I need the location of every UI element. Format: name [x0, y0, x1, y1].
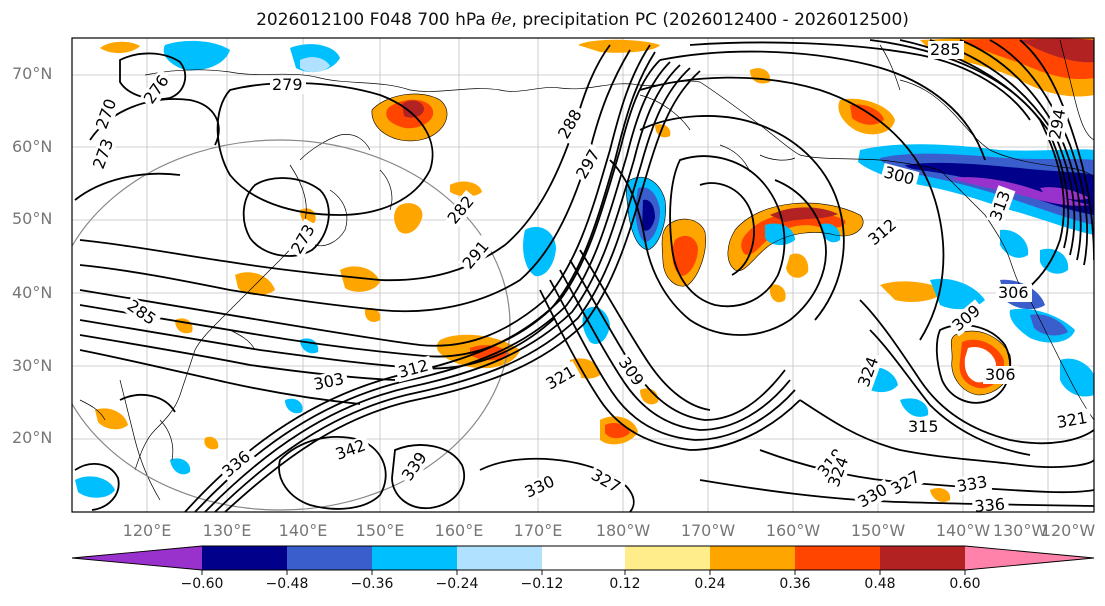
- colorbar-tick-label: 0.12: [609, 576, 641, 592]
- colorbar-tick-label: 0.24: [694, 576, 726, 592]
- map-background: [72, 38, 1094, 512]
- colorbar-tick-label: −0.60: [180, 576, 224, 592]
- colorbar-tick-label: 0.36: [779, 576, 811, 592]
- lat-label: 70°N: [12, 64, 53, 83]
- contour-label: 336: [974, 494, 1006, 516]
- lon-label: 170°E: [513, 521, 563, 540]
- contour-label: 306: [998, 283, 1029, 302]
- contour-label: 285: [930, 40, 961, 59]
- title-suffix: , precipitation PC (2026012400 - 2026012…: [511, 10, 909, 30]
- colorbar-tick-label: −0.24: [435, 576, 479, 592]
- colorbar-segment: [542, 546, 625, 570]
- colorbar-segment: [202, 546, 287, 570]
- colorbar-segment: [880, 546, 965, 570]
- colorbar-tick-label: −0.36: [350, 576, 394, 592]
- contour-label: 306: [985, 365, 1016, 384]
- lon-label: 170°W: [680, 521, 736, 540]
- shading-outlines: [371, 93, 1012, 396]
- title-prefix: 2026012100 F048 700 hPa: [256, 10, 492, 30]
- lon-label: 140°E: [278, 521, 328, 540]
- lat-label: 50°N: [12, 209, 53, 228]
- colorbar-tick-label: 0.60: [949, 576, 981, 592]
- lon-label: 160°E: [434, 521, 484, 540]
- lat-label: 30°N: [12, 356, 53, 375]
- lon-label: 120°W: [1040, 521, 1096, 540]
- lon-label: 140°W: [935, 521, 991, 540]
- contour-label: 279: [272, 75, 303, 94]
- colorbar-segment: [710, 546, 795, 570]
- colorbar-tick-label: −0.48: [265, 576, 309, 592]
- lat-label: 40°N: [12, 283, 53, 302]
- lon-label: 150°W: [850, 521, 906, 540]
- lon-label: 160°W: [765, 521, 821, 540]
- lon-label: 180°W: [595, 521, 651, 540]
- precip-negative-shading: [75, 40, 1094, 498]
- colorbar-tick-label: −0.12: [520, 576, 564, 592]
- colorbar-under-extend: [72, 546, 202, 570]
- lon-label: 150°E: [355, 521, 405, 540]
- title-symbol: θe: [491, 10, 512, 30]
- colorbar-segment: [795, 546, 880, 570]
- lon-label: 130°E: [202, 521, 252, 540]
- colorbar-segment: [457, 546, 542, 570]
- colorbar-segment: [287, 546, 372, 570]
- map-title: 2026012100 F048 700 hPa θe, precipitatio…: [0, 10, 1105, 30]
- lat-label: 20°N: [12, 428, 53, 447]
- lon-label: 130°W: [992, 521, 1048, 540]
- colorbar-over-extend: [965, 546, 1094, 570]
- map-frame: [71, 37, 1095, 513]
- contour-label-group: 279 276 270 273 285 273 282 291 288 297 …: [89, 40, 1093, 517]
- colorbar-tick-label: 0.48: [864, 576, 896, 592]
- lat-label: 60°N: [12, 137, 53, 156]
- colorbar-segment: [372, 546, 457, 570]
- gridlines: [72, 38, 1094, 512]
- colorbar: [71, 545, 1095, 575]
- lon-label: 120°E: [122, 521, 172, 540]
- colorbar-segment: [625, 546, 710, 570]
- contour-label: 315: [908, 417, 939, 436]
